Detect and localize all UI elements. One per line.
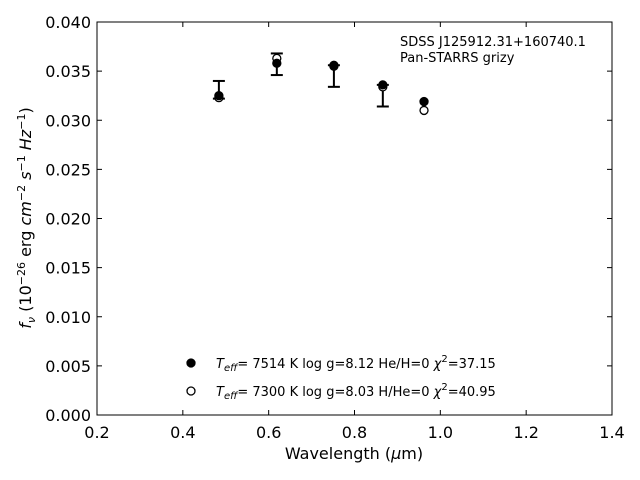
legend-chi2: =37.15 xyxy=(448,357,496,372)
legend-composition: He/H=0 xyxy=(374,357,429,372)
chi-symbol: χ xyxy=(430,357,443,372)
teff-symbol: T xyxy=(216,385,225,400)
y-tick-label: 0.010 xyxy=(45,308,91,327)
chi-exponent: 2 xyxy=(441,354,447,365)
legend-entry: Teff= 7514 K log g=8.12 He/H=0 χ2=37.15 xyxy=(216,354,496,374)
y-tick-label: 0.005 xyxy=(45,357,91,376)
x-tick-label: 0.6 xyxy=(256,423,281,442)
y-tick-label: 0.030 xyxy=(45,111,91,130)
legend-teff: = 7300 K xyxy=(237,385,298,400)
x-axis-label: Wavelength (μm) xyxy=(285,444,423,463)
legend-open-marker xyxy=(186,386,196,396)
annotation-line-2: Pan-STARRS grizy xyxy=(400,51,515,66)
teff-subscript: eff xyxy=(224,363,239,374)
y-tick-label: 0.025 xyxy=(45,160,91,179)
filled-model-point xyxy=(272,58,282,68)
x-tick-label: 1.2 xyxy=(513,423,538,442)
y-axis-label: fν (10−26 erg cm−2 s−1 Hz−1) xyxy=(15,107,38,328)
y-tick-label: 0.040 xyxy=(45,13,91,32)
open-model-point xyxy=(419,105,429,116)
y-tick-label: 0.035 xyxy=(45,62,91,81)
y-tick-label: 0.015 xyxy=(45,259,91,278)
y-tick-label: 0.020 xyxy=(45,210,91,229)
filled-model-point xyxy=(214,91,224,101)
teff-symbol: T xyxy=(216,357,225,372)
legend-logg: log g=8.12 xyxy=(298,357,374,372)
x-tick-label: 1.0 xyxy=(428,423,453,442)
y-tick-label: 0.000 xyxy=(45,406,91,425)
x-tick-label: 0.4 xyxy=(170,423,195,442)
annotation-line-1: SDSS J125912.31+160740.1 xyxy=(400,35,586,50)
legend-entry: Teff= 7300 K log g=8.03 H/He=0 χ2=40.95 xyxy=(216,382,496,402)
x-tick-label: 0.8 xyxy=(342,423,367,442)
legend-teff: = 7514 K xyxy=(237,357,298,372)
filled-model-point xyxy=(419,96,429,107)
chi-exponent: 2 xyxy=(441,382,447,393)
legend-chi2: =40.95 xyxy=(448,385,496,400)
filled-model-point xyxy=(329,60,339,70)
x-tick-label: 1.4 xyxy=(599,423,624,442)
chi-symbol: χ xyxy=(430,385,443,400)
filled-model-point xyxy=(378,80,388,90)
legend-filled-marker xyxy=(186,358,196,368)
legend-composition: H/He=0 xyxy=(374,385,429,400)
legend-logg: log g=8.03 xyxy=(298,385,374,400)
teff-subscript: eff xyxy=(224,391,239,402)
x-tick-label: 0.2 xyxy=(84,423,109,442)
legend: Teff= 7514 K log g=8.12 He/H=0 χ2=37.15T… xyxy=(186,354,496,402)
